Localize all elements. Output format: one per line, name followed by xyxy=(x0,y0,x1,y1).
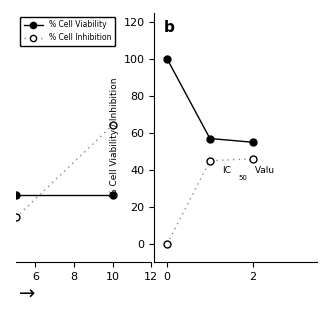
Text: IC: IC xyxy=(223,165,231,174)
Y-axis label: % Cell Viability / Inhibition: % Cell Viability / Inhibition xyxy=(110,78,119,197)
Legend: % Cell Viability, % Cell Inhibition: % Cell Viability, % Cell Inhibition xyxy=(20,17,115,46)
Text: b: b xyxy=(164,20,175,35)
Text: Valu: Valu xyxy=(252,165,274,174)
Text: 50: 50 xyxy=(239,174,248,180)
Text: →: → xyxy=(19,285,36,304)
